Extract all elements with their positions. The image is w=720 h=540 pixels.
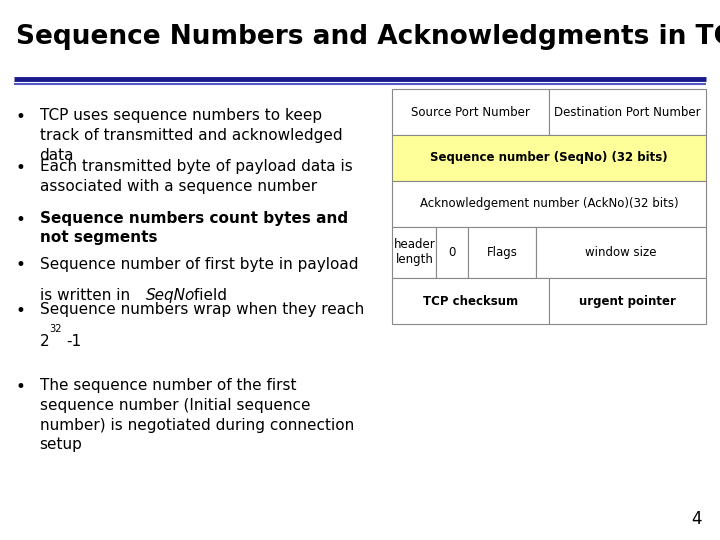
Text: 2: 2 (40, 334, 49, 349)
Text: urgent pointer: urgent pointer (579, 294, 676, 308)
Text: •: • (16, 159, 26, 177)
Bar (392, 278, 549, 324)
Text: TCP uses sequence numbers to keep
track of transmitted and acknowledged
data: TCP uses sequence numbers to keep track … (40, 108, 342, 163)
Text: •: • (16, 302, 26, 320)
Bar (392, 181, 706, 227)
Text: window size: window size (585, 246, 657, 259)
Text: The sequence number of the first
sequence number (Initial sequence
number) is ne: The sequence number of the first sequenc… (40, 378, 354, 453)
Text: Destination Port Number: Destination Port Number (554, 105, 701, 119)
Text: -1: -1 (66, 334, 81, 349)
Text: TCP checksum: TCP checksum (423, 294, 518, 308)
Text: SeqNo: SeqNo (145, 288, 195, 303)
Text: header
length: header length (393, 239, 435, 266)
Text: •: • (16, 211, 26, 228)
Bar (536, 227, 706, 278)
Text: •: • (16, 378, 26, 396)
Bar (436, 227, 467, 278)
Bar (467, 227, 536, 278)
Text: •: • (16, 256, 26, 274)
Text: Each transmitted byte of payload data is
associated with a sequence number: Each transmitted byte of payload data is… (40, 159, 352, 194)
Text: field: field (189, 288, 227, 303)
Text: 32: 32 (50, 324, 62, 334)
Text: Source Port Number: Source Port Number (411, 105, 530, 119)
Bar (392, 89, 549, 135)
Text: Sequence number of first byte in payload: Sequence number of first byte in payload (40, 256, 358, 272)
Text: Sequence numbers count bytes and
not segments: Sequence numbers count bytes and not seg… (40, 211, 348, 245)
Text: 0: 0 (449, 246, 456, 259)
Text: Flags: Flags (487, 246, 518, 259)
Text: Acknowledgement number (AckNo)(32 bits): Acknowledgement number (AckNo)(32 bits) (420, 197, 678, 211)
Bar (549, 89, 706, 135)
Text: Sequence Numbers and Acknowledgments in TCP: Sequence Numbers and Acknowledgments in … (16, 24, 720, 50)
Text: is written in: is written in (40, 288, 135, 303)
Text: •: • (16, 108, 26, 126)
Bar (392, 227, 436, 278)
Text: Sequence numbers wrap when they reach: Sequence numbers wrap when they reach (40, 302, 364, 318)
Text: 4: 4 (691, 510, 702, 528)
Text: Sequence number (SeqNo) (32 bits): Sequence number (SeqNo) (32 bits) (430, 151, 668, 165)
Bar (549, 278, 706, 324)
Bar (392, 135, 706, 181)
